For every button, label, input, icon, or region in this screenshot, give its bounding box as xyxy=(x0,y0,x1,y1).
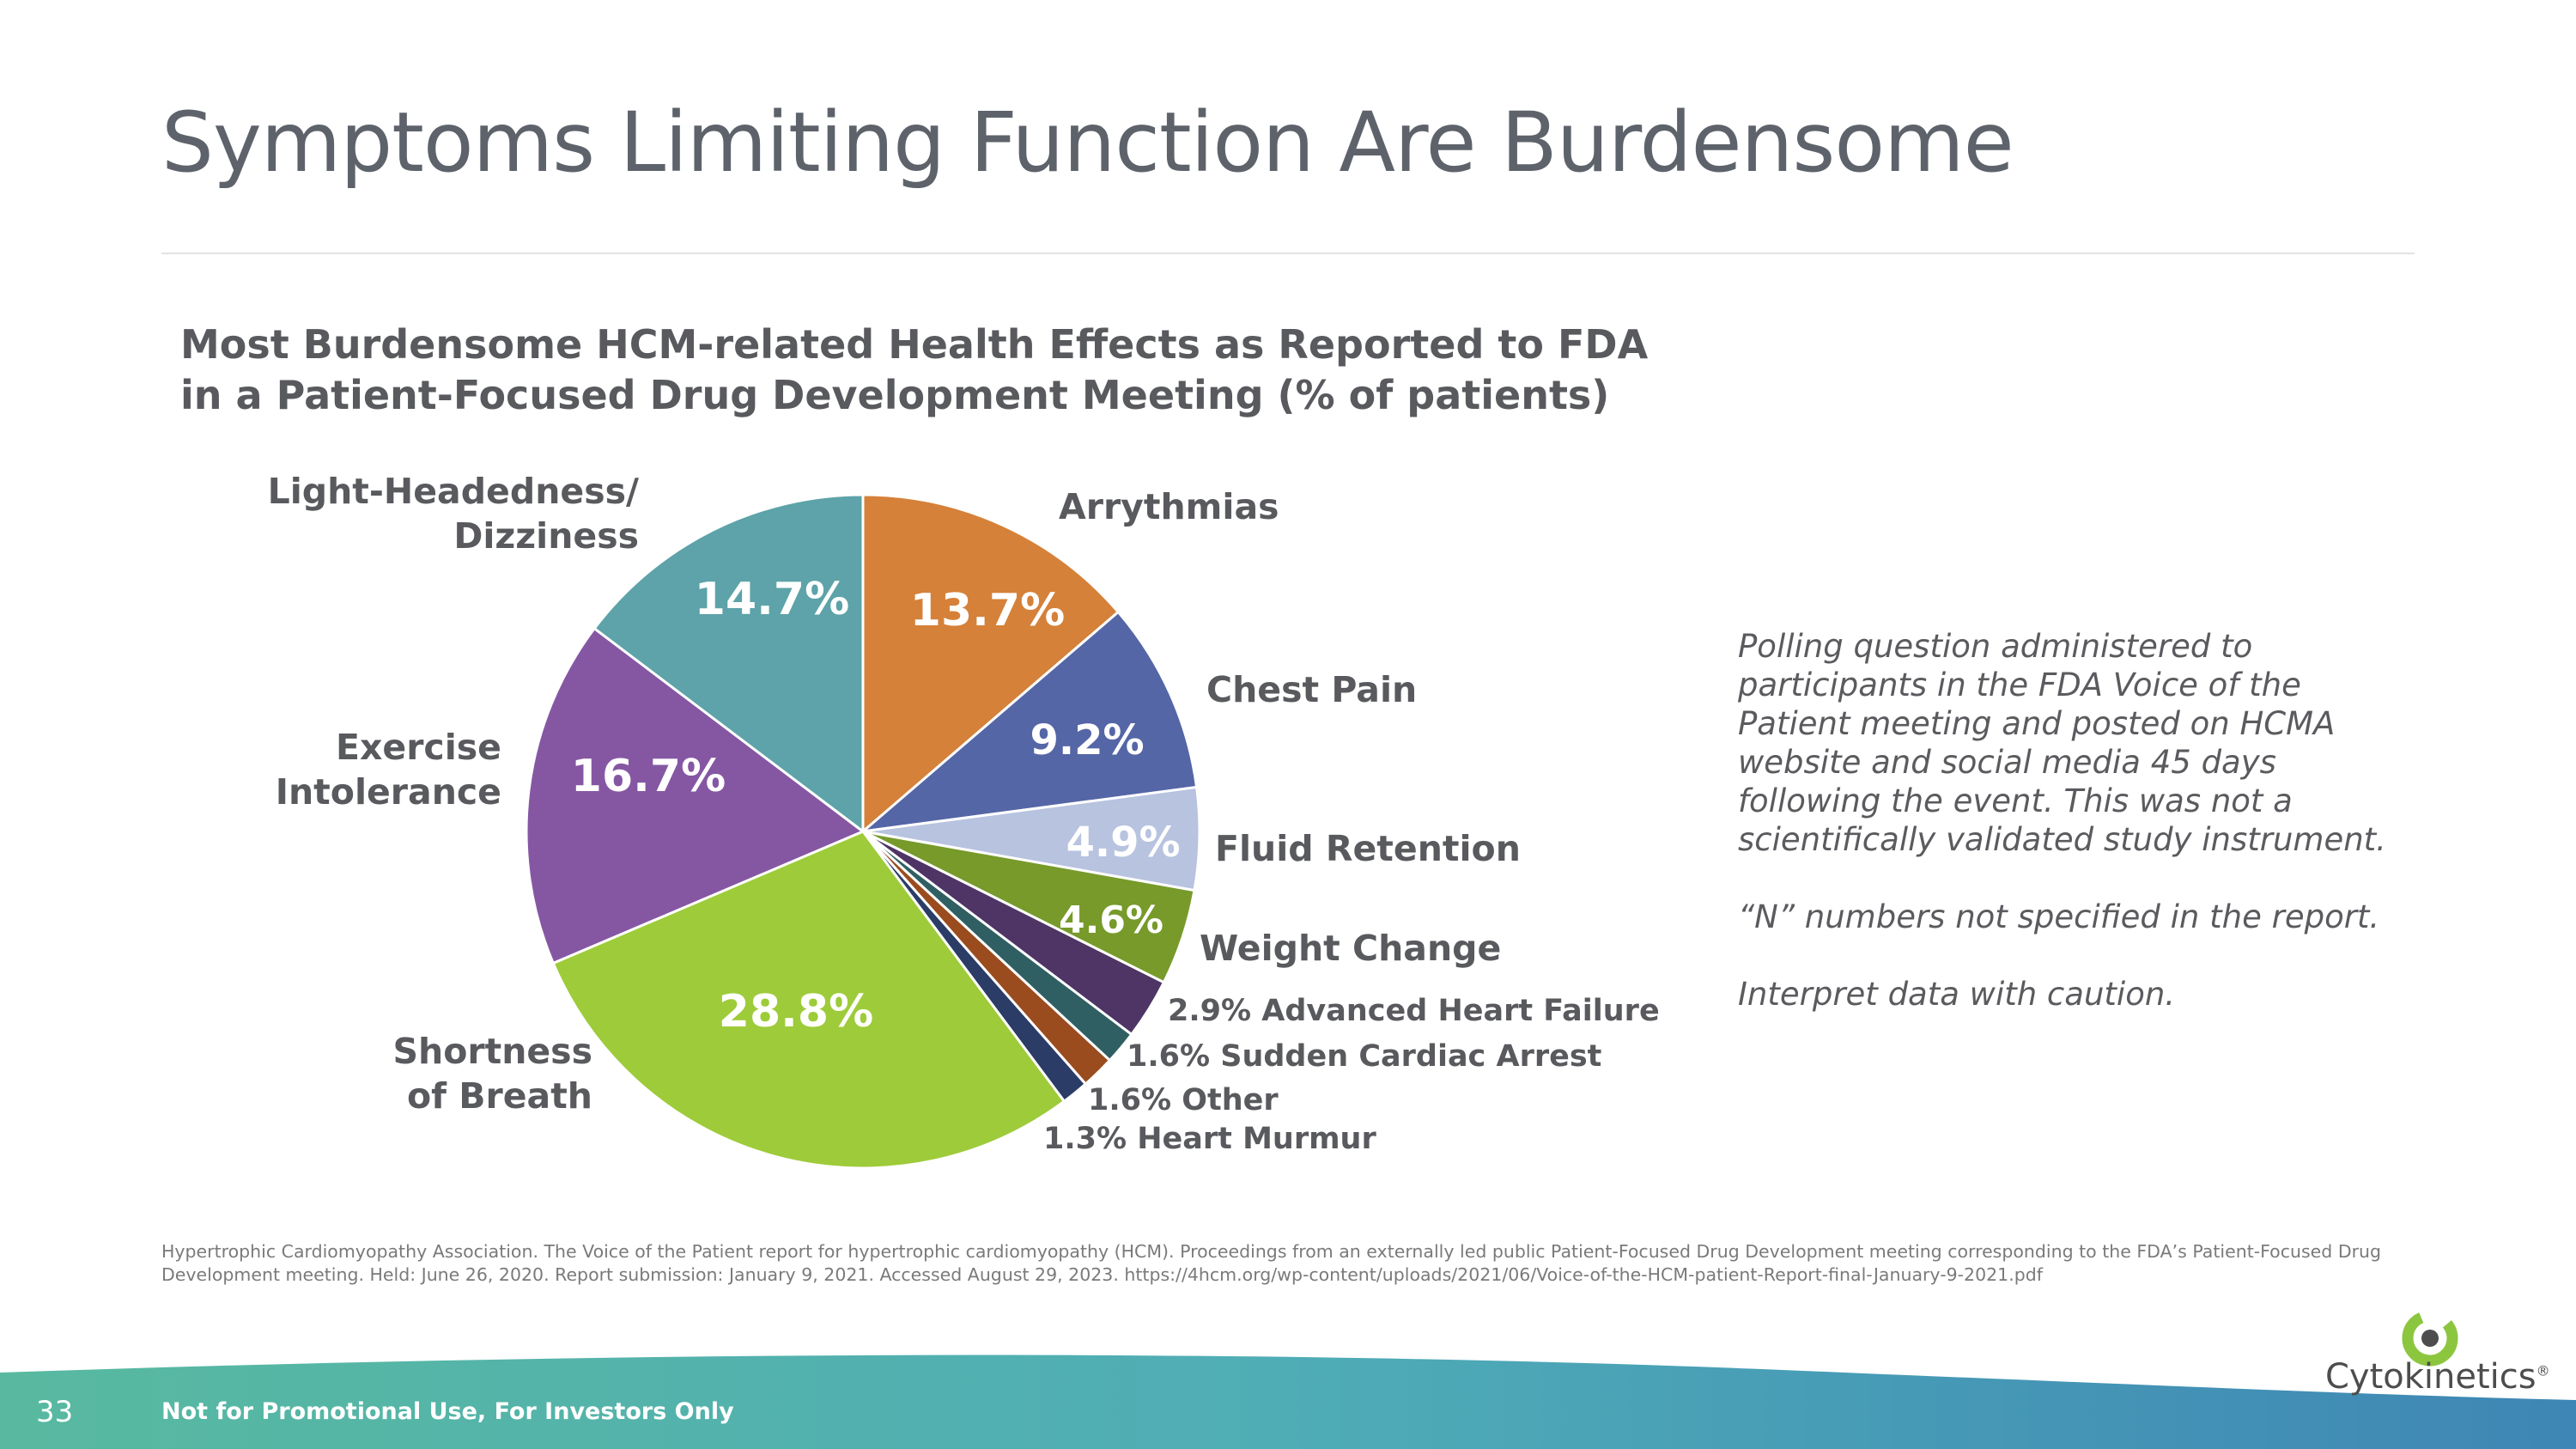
pie-category-label-arrythmias: Arrythmias xyxy=(1059,486,1279,527)
pie-value-label-exercise-intolerance: 16.7% xyxy=(571,751,726,802)
chart-title-line-1: Most Burdensome HCM-related Health Effec… xyxy=(180,321,1649,368)
pie-chart: 13.7% 9.2% 4.9% 4.6% 28.8% 16.7% 14.7% Arrythmi… xyxy=(268,471,1660,1170)
pie-category-label-heart-murmur: 1.3% Heart Murmur xyxy=(1043,1122,1376,1156)
page-title: Symptoms Limiting Function Are Burdensom… xyxy=(161,94,2014,191)
pie-category-label-chest-pain: Chest Pain xyxy=(1206,669,1417,710)
pie-category-label-fluid-retention: Fluid Retention xyxy=(1215,828,1521,869)
pie-category-label-sudden-cardiac-arrest: 1.6% Sudden Cardiac Arrest xyxy=(1127,1039,1601,1074)
pie-slice-shortness-of-breath xyxy=(551,830,1066,1170)
pie-slice-chest-pain xyxy=(859,610,1199,834)
pie-slice-light-headedness-dizziness xyxy=(592,493,865,835)
footer-disclaimer: Not for Promotional Use, For Investors O… xyxy=(161,1398,734,1425)
pie-value-label-arrythmias: 13.7% xyxy=(910,585,1065,636)
pie-category-label-other: 1.6% Other xyxy=(1088,1083,1279,1117)
pie-value-label-shortness-of-breath: 28.8% xyxy=(719,986,873,1038)
page-number: 33 xyxy=(36,1395,74,1429)
cytokinetics-logo-icon xyxy=(2402,1310,2458,1367)
pie-value-label-fluid-retention: 4.9% xyxy=(1066,819,1180,867)
notes-n-numbers: “N” numbers not specified in the report. xyxy=(1738,898,2380,935)
brand-logo-text: Cytokinetics® xyxy=(2325,1357,2550,1397)
chart-title-line-2: in a Patient-Focused Drug Development Me… xyxy=(180,372,1610,418)
pie-category-label-advanced-heart-failure: 2.9% Advanced Heart Failure xyxy=(1168,994,1660,1028)
pie-category-label-light-headedness-dizziness: Light-Headedness/Dizziness xyxy=(268,471,639,557)
registered-mark: ® xyxy=(2536,1362,2550,1379)
pie-category-label-shortness-of-breath: Shortness of Breath xyxy=(392,1031,592,1117)
citation: Hypertrophic Cardiomyopathy Association.… xyxy=(161,1241,2382,1285)
pie-value-label-chest-pain: 9.2% xyxy=(1030,716,1144,764)
pie-category-label-exercise-intolerance: Exercise Intolerance xyxy=(276,727,501,813)
pie-value-label-weight-change: 4.6% xyxy=(1059,898,1163,942)
chart-title: Most Burdensome HCM-related Health Effec… xyxy=(180,320,1683,421)
notes-polling: Polling question administered to partici… xyxy=(1738,628,2386,858)
pie-value-label-light-headedness-dizziness: 14.7% xyxy=(695,574,849,625)
pie-slice-arrythmias xyxy=(861,493,1121,835)
footer-wave xyxy=(0,1355,2576,1449)
notes-caution: Interpret data with caution. xyxy=(1738,976,2176,1013)
title-divider xyxy=(161,253,2415,254)
notes-panel: Polling question administered to partici… xyxy=(1738,627,2391,1052)
pie-category-label-weight-change: Weight Change xyxy=(1200,928,1501,969)
pie-slice-exercise-intolerance xyxy=(525,626,866,965)
